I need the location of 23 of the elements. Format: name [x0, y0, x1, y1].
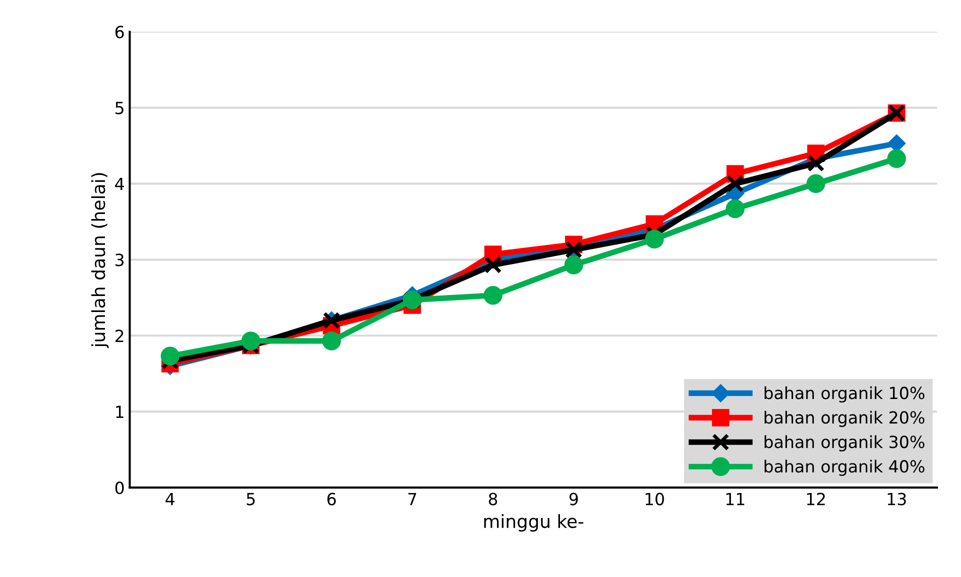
x-tick-label: 9 — [569, 492, 578, 506]
y-axis-title: jumlah daun (helai) — [91, 173, 109, 348]
x-tick-label: 4 — [166, 492, 174, 506]
x-tick-label: 6 — [327, 492, 336, 506]
y-tick-label: 5 — [116, 102, 124, 114]
legend-label: bahan organik 30% — [764, 435, 924, 452]
y-tick-label: 4 — [115, 178, 124, 190]
legend-label: bahan organik 20% — [764, 410, 924, 427]
x-tick-label: 12 — [807, 492, 825, 506]
x-tick-label: 13 — [888, 492, 906, 506]
x-tick-label: 7 — [408, 492, 416, 506]
y-tick-label: 3 — [116, 254, 124, 266]
x-tick-label: 11 — [726, 492, 744, 506]
x-tick-label: 8 — [488, 492, 498, 506]
y-tick-label: 1 — [116, 406, 124, 418]
y-tick-label: 2 — [115, 330, 124, 342]
legend-label: bahan organik 10% — [764, 386, 924, 403]
x-axis-title: minggu ke- — [484, 514, 584, 532]
y-tick-label: 0 — [115, 482, 124, 494]
y-tick-label: 6 — [115, 26, 124, 38]
x-tick-label: 10 — [646, 492, 664, 506]
x-tick-label: 5 — [246, 492, 255, 506]
legend-label: bahan organik 40% — [764, 460, 924, 476]
